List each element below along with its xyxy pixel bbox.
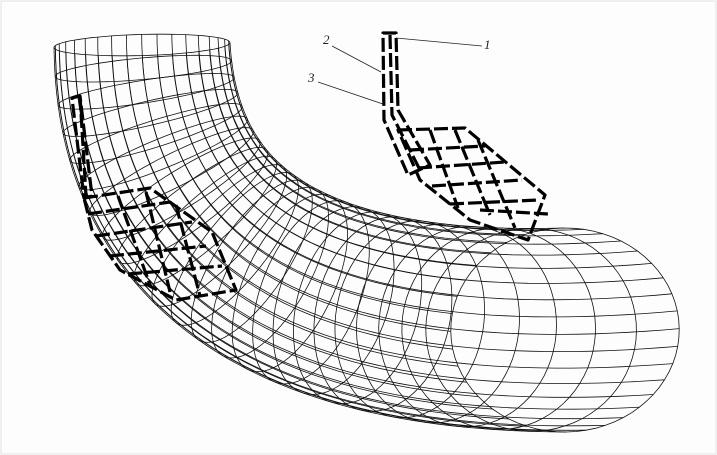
longitude bbox=[54, 45, 547, 432]
longitude bbox=[217, 48, 622, 245]
longitude bbox=[229, 42, 564, 229]
leader-3 bbox=[317, 81, 384, 105]
patch-grid-lines bbox=[87, 191, 223, 297]
label: 2 bbox=[323, 32, 330, 47]
longitude bbox=[126, 34, 453, 350]
longitude bbox=[111, 35, 459, 367]
longitude bbox=[53, 47, 567, 433]
longitude bbox=[197, 35, 477, 266]
grid-lines bbox=[409, 129, 549, 229]
longitude bbox=[209, 49, 638, 256]
leader-2 bbox=[331, 45, 382, 73]
longitude bbox=[58, 43, 528, 427]
longitude bbox=[171, 34, 458, 297]
wireframe-tube bbox=[53, 33, 680, 433]
detached-patch bbox=[381, 31, 549, 242]
longitude bbox=[208, 36, 491, 254]
leader-1 bbox=[395, 37, 483, 47]
longitude bbox=[97, 37, 467, 383]
longitude bbox=[224, 39, 525, 235]
patch-on-tube bbox=[70, 94, 238, 302]
label: 1 bbox=[484, 37, 491, 52]
longitude bbox=[185, 34, 466, 281]
longitude bbox=[217, 37, 507, 243]
longitude bbox=[224, 46, 603, 237]
label: 3 bbox=[307, 70, 315, 85]
grid bbox=[396, 126, 547, 242]
longitude bbox=[141, 34, 451, 332]
longitude bbox=[156, 34, 453, 314]
longitude bbox=[228, 40, 545, 231]
strip bbox=[381, 31, 432, 177]
